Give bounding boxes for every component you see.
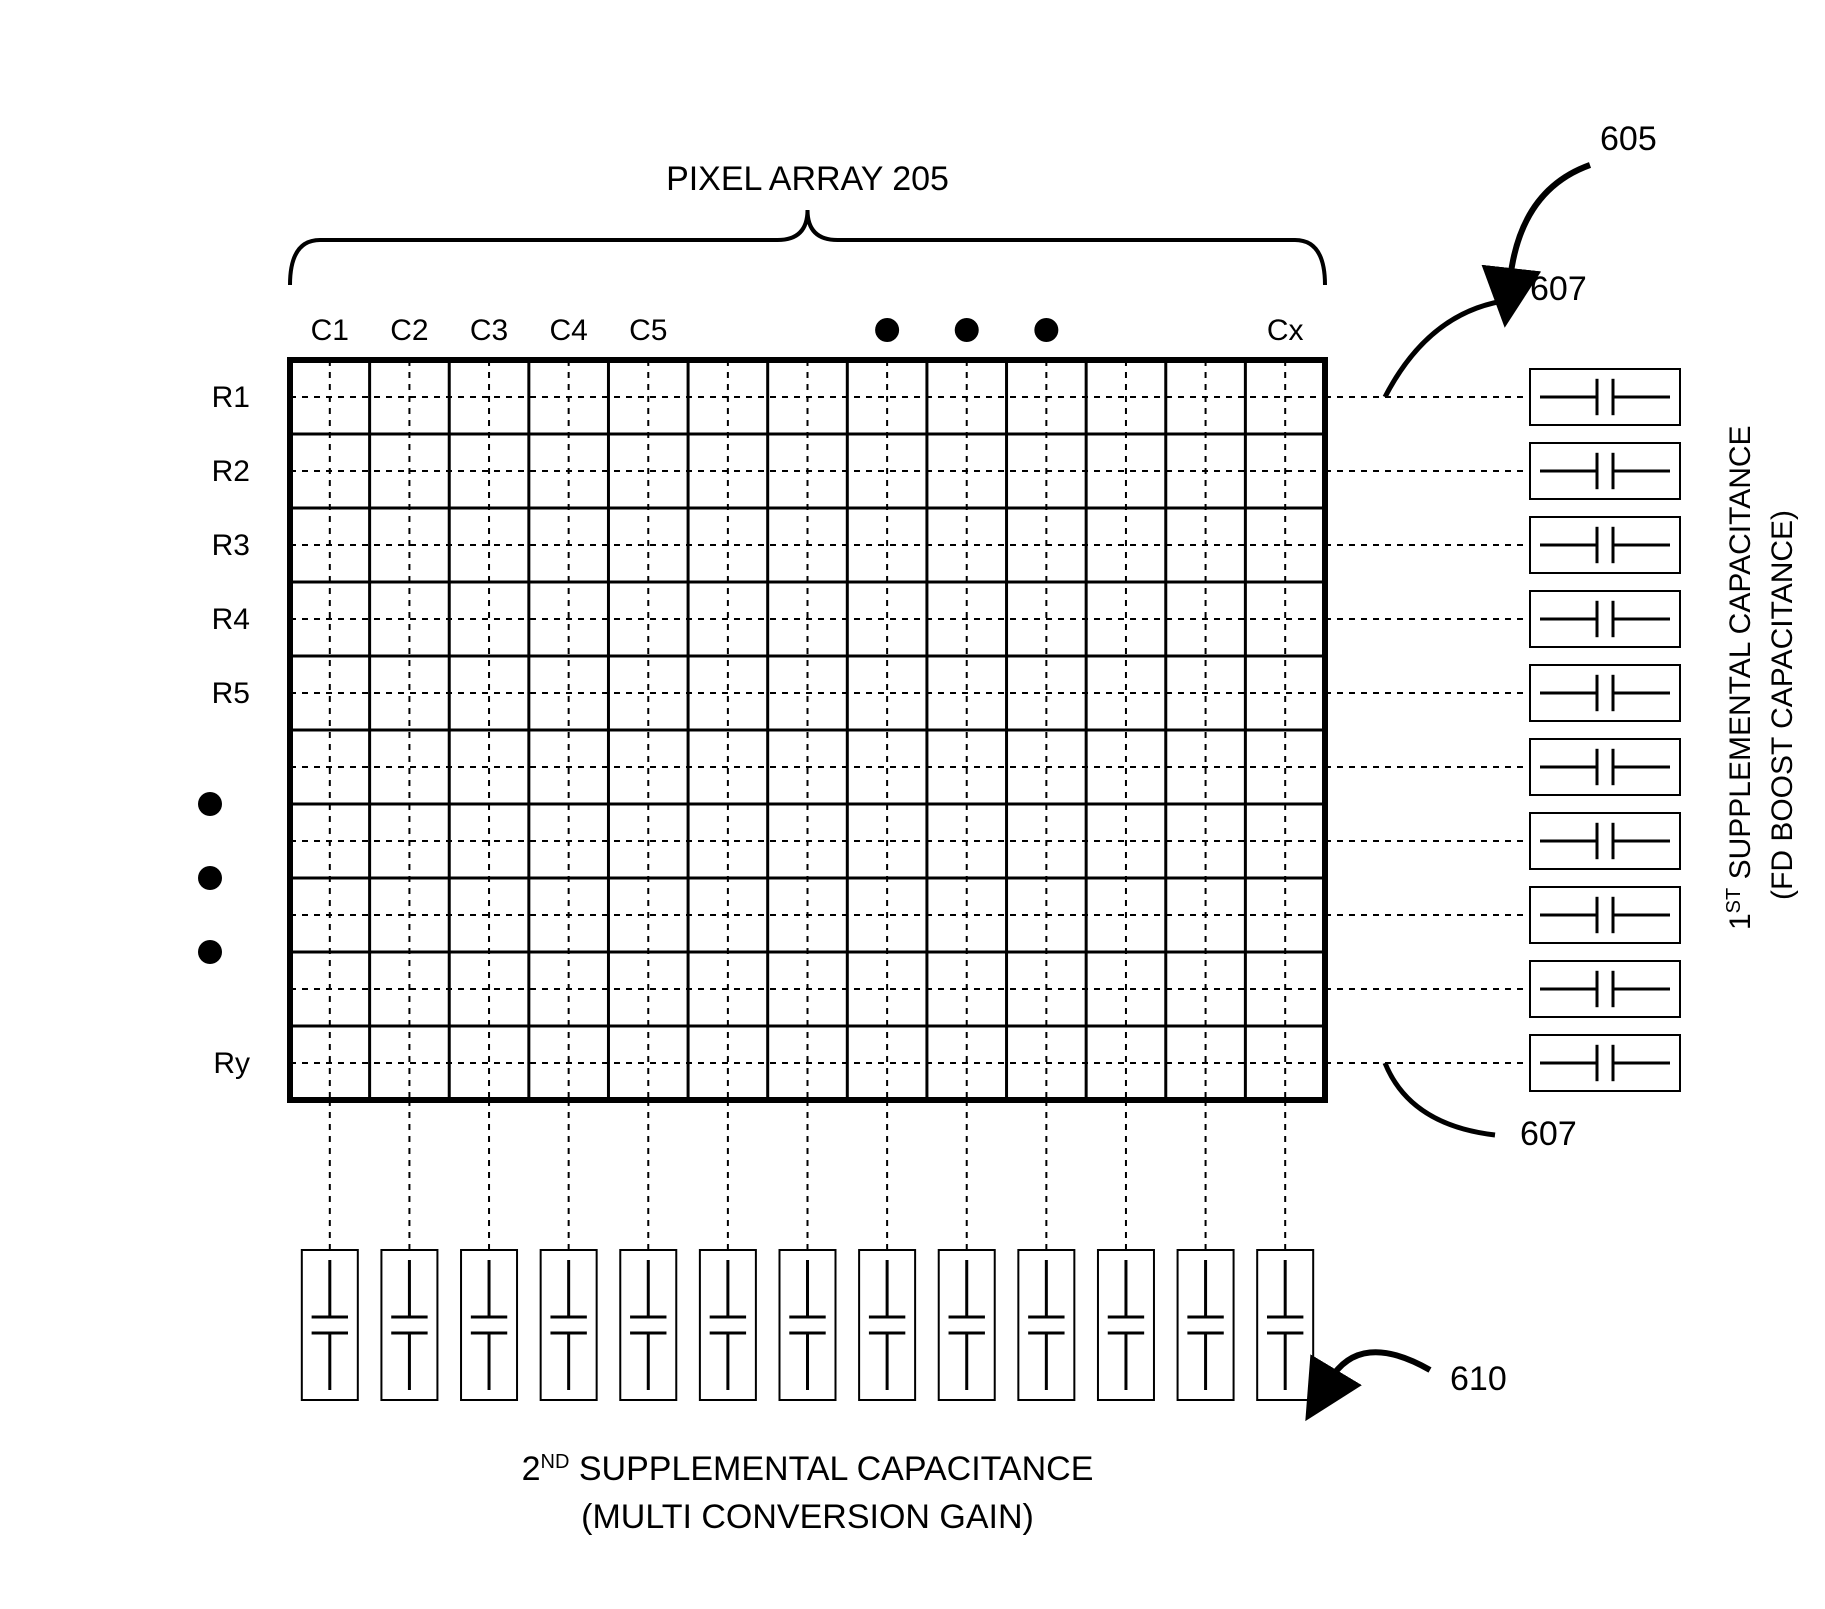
callout-arrow (1510, 165, 1590, 280)
col-label: C5 (629, 314, 667, 347)
callout-line (1385, 300, 1510, 397)
capacitor-h (1530, 591, 1680, 647)
capacitor-h (1530, 1035, 1680, 1091)
capacitor-h (1530, 739, 1680, 795)
right-supplemental-caps (1325, 369, 1680, 1091)
capacitor-h (1530, 887, 1680, 943)
col-label: Cx (1267, 314, 1304, 347)
col-label: C2 (390, 314, 428, 347)
capacitor-v (780, 1250, 836, 1400)
row-label: R2 (212, 455, 250, 488)
callout-610: 610 (1450, 1360, 1507, 1398)
capacitor-h (1530, 369, 1680, 425)
row-label: R1 (212, 381, 250, 414)
capacitor-v (1018, 1250, 1074, 1400)
pixel-array-title: PIXEL ARRAY 205 (666, 160, 949, 198)
bottom-caps-label-1: 2ND SUPPLEMENTAL CAPACITANCE (522, 1450, 1094, 1488)
capacitor-h (1530, 665, 1680, 721)
row-label: Ry (213, 1047, 250, 1080)
bottom-supplemental-caps (302, 1100, 1313, 1400)
capacitor-v (939, 1250, 995, 1400)
capacitor-h (1530, 517, 1680, 573)
capacitor-v (381, 1250, 437, 1400)
capacitor-h (1530, 813, 1680, 869)
callout-605: 605 (1600, 120, 1657, 158)
right-caps-label-2: (FD BOOST CAPACITANCE) (1766, 510, 1799, 900)
capacitor-v (700, 1250, 756, 1400)
col-label: C1 (311, 314, 349, 347)
pixel-array (290, 360, 1325, 1100)
callout-607a: 607 (1530, 270, 1587, 308)
capacitor-v (461, 1250, 517, 1400)
row-label: R4 (212, 603, 250, 636)
callout-arrow (1330, 1352, 1430, 1380)
callout-607b: 607 (1520, 1115, 1577, 1153)
right-caps-label-1: 1ST SUPPLEMENTAL CAPACITANCE (1723, 425, 1757, 930)
col-label: C3 (470, 314, 508, 347)
brace (290, 210, 1325, 285)
callout-line (1385, 1063, 1495, 1135)
row-label: R5 (212, 677, 250, 710)
capacitor-v (541, 1250, 597, 1400)
capacitor-v (620, 1250, 676, 1400)
capacitor-v (1178, 1250, 1234, 1400)
capacitor-v (1257, 1250, 1313, 1400)
capacitor-v (859, 1250, 915, 1400)
capacitor-v (302, 1250, 358, 1400)
capacitor-v (1098, 1250, 1154, 1400)
capacitor-h (1530, 443, 1680, 499)
bottom-caps-label-2: (MULTI CONVERSION GAIN) (581, 1498, 1034, 1536)
row-label: R3 (212, 529, 250, 562)
capacitor-h (1530, 961, 1680, 1017)
col-label: C4 (549, 314, 587, 347)
